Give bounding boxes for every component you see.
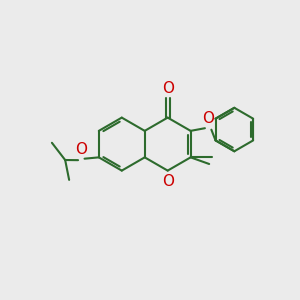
Text: O: O (162, 174, 174, 189)
Text: O: O (76, 142, 88, 157)
Text: O: O (202, 111, 214, 126)
Text: O: O (162, 81, 174, 96)
